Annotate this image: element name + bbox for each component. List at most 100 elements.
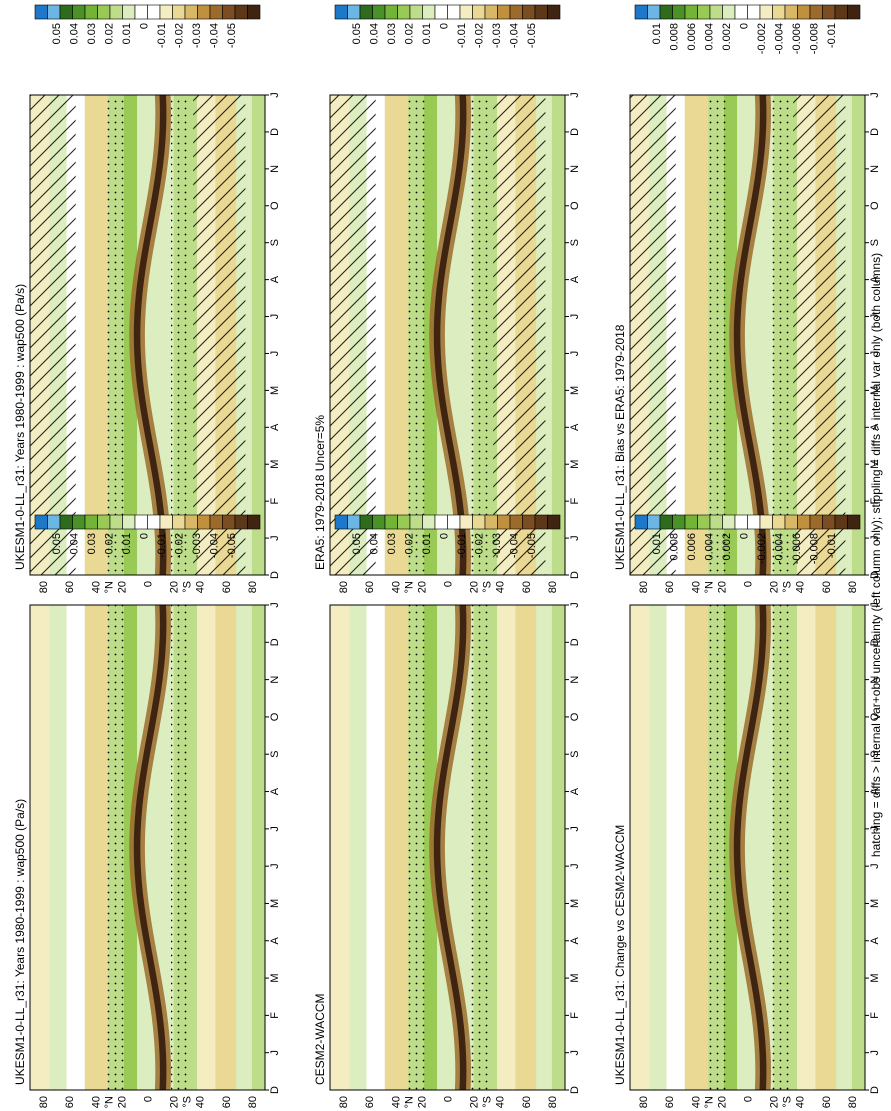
plot-frame [29, 94, 266, 576]
colorbar-label: 0.04 [69, 533, 81, 554]
colorbar-swatch [672, 514, 686, 530]
lat-tick-label: °N [703, 1096, 715, 1108]
colorbar-label: -0.002 [756, 533, 768, 564]
lat-band [815, 605, 837, 1090]
colorbar-swatch [847, 4, 861, 20]
lat-band [197, 605, 216, 1090]
month-tick-label: D [569, 128, 581, 136]
month-tick-label: J [269, 535, 281, 541]
lat-tick-label: 0 [143, 581, 155, 587]
lat-band [330, 605, 350, 1090]
colorbar-swatch [634, 4, 648, 20]
month-tick-label: M [569, 899, 581, 908]
lat-band [384, 95, 409, 575]
colorbar-swatch [647, 4, 661, 20]
month-tick-label: J [869, 314, 881, 320]
lat-tick-label: 20 [416, 1096, 428, 1108]
panel-title: UKESM1-0-LL_r31: Bias vs ERA5: 1979-2018 [613, 324, 627, 570]
colorbar-label: -0.02 [174, 23, 186, 48]
colorbar-label: -0.04 [509, 23, 521, 48]
hatching [793, 95, 846, 575]
month-tick-label: A [569, 423, 581, 431]
colorbar-label: 0.01 [651, 23, 663, 44]
lat-tick-label: 0 [443, 581, 455, 587]
month-tick-label: A [269, 275, 281, 283]
month-tick-label: J [269, 602, 281, 608]
colorbar-swatch [509, 4, 523, 20]
colorbar-label: 0.004 [704, 23, 716, 51]
lat-tick-label: °N [103, 1096, 115, 1108]
colorbar-swatch [709, 4, 723, 20]
colorbar-swatch [334, 4, 348, 20]
stippling [171, 605, 190, 1090]
stippling [405, 95, 428, 575]
month-tick-label: J [569, 602, 581, 608]
colorbar-label: 0.04 [369, 23, 381, 44]
colorbar-swatch [847, 514, 861, 530]
plot-frame [629, 604, 866, 1091]
panel-title: ERA5: 1979-2018 Uncer=5% [313, 415, 327, 570]
lat-tick-label: °S [782, 1096, 794, 1108]
colorbar-label: -0.04 [509, 533, 521, 558]
stippling [771, 95, 790, 575]
colorbar-swatch [772, 514, 786, 530]
lat-band [684, 95, 709, 575]
month-tick-label: O [269, 712, 281, 721]
month-tick-label: D [869, 571, 881, 579]
colorbar-swatch [747, 514, 761, 530]
stippling [471, 95, 490, 575]
colorbar-label: 0 [139, 533, 151, 539]
lat-band [236, 605, 252, 1090]
colorbar-label: -0.03 [191, 23, 203, 48]
lat-tick-label: 60 [664, 581, 676, 593]
panel-title: UKESM1-0-LL_r31: Years 1980-1999 : wap50… [13, 799, 27, 1085]
month-tick-label: J [269, 826, 281, 832]
colorbar-label: -0.01 [456, 533, 468, 558]
colorbar-label: 0.03 [86, 533, 98, 554]
colorbar-swatch [459, 4, 473, 20]
colorbar-label: 0 [439, 23, 451, 29]
month-tick-label: J [569, 1050, 581, 1056]
colorbar-label: 0.03 [86, 23, 98, 44]
colorbar-swatch [347, 4, 361, 20]
lat-tick-label: 80 [638, 1096, 650, 1108]
month-tick-label: O [869, 712, 881, 721]
colorbar-label: -0.004 [774, 533, 786, 564]
stippling [171, 95, 190, 575]
colorbar-swatch [822, 514, 836, 530]
plot-frame [329, 94, 566, 576]
lat-tick-label: 40 [195, 1096, 207, 1108]
month-tick-label: N [269, 165, 281, 173]
month-tick-label: M [569, 460, 581, 469]
colorbar-swatch [547, 514, 561, 530]
colorbar-swatch [347, 514, 361, 530]
colorbar-swatch [109, 4, 123, 20]
colorbar-swatch [484, 4, 498, 20]
month-tick-label: A [869, 936, 881, 944]
colorbar-swatch [759, 514, 773, 530]
month-tick-label: J [869, 351, 881, 357]
lat-tick-label: 60 [521, 581, 533, 593]
lat-tick-label: 60 [64, 1096, 76, 1108]
lat-tick-label: °N [403, 581, 415, 593]
month-tick-label: F [269, 498, 281, 505]
lat-band [851, 605, 865, 1090]
colorbar-swatch [97, 514, 111, 530]
colorbar-swatch [184, 4, 198, 20]
stippling [771, 605, 790, 1090]
colorbar-swatch [784, 514, 798, 530]
month-tick-label: M [269, 386, 281, 395]
month-tick-label: M [269, 973, 281, 982]
colorbar-swatch [147, 514, 161, 530]
lat-band [251, 605, 265, 1090]
month-tick-label: M [869, 973, 881, 982]
colorbar-label: 0.006 [686, 23, 698, 51]
month-tick-label: F [869, 498, 881, 505]
colorbar-label: -0.008 [809, 23, 821, 54]
month-tick-label: S [569, 239, 581, 246]
colorbar-label: 0.04 [69, 23, 81, 44]
lat-tick-label: 60 [221, 581, 233, 593]
colorbar-swatch [359, 514, 373, 530]
lat-tick-label: 0 [143, 1096, 155, 1102]
lat-band [551, 605, 565, 1090]
